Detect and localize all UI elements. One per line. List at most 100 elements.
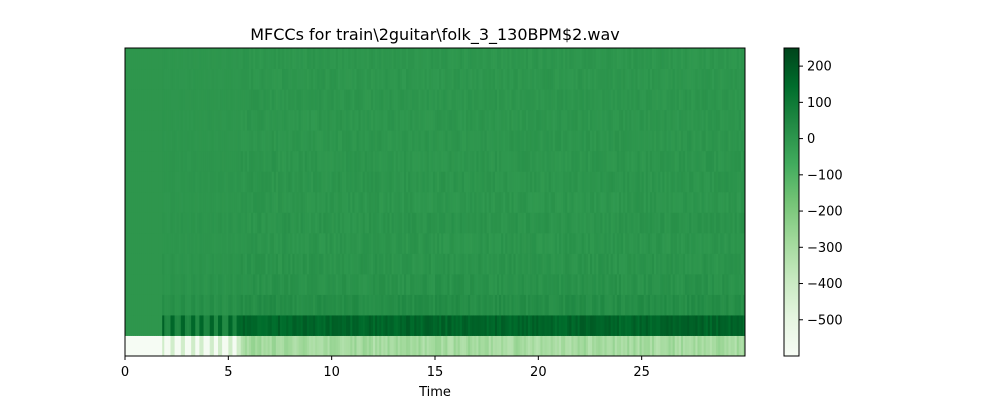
heatmap-cell [412, 314, 415, 336]
heatmap-cell [358, 130, 362, 152]
heatmap-cell [373, 130, 376, 152]
heatmap-cell [234, 130, 238, 152]
heatmap-cell [685, 68, 688, 90]
heatmap-cell [410, 232, 413, 254]
heatmap-cell [714, 191, 717, 213]
heatmap-cell [490, 130, 494, 152]
heatmap-cell [325, 48, 329, 70]
heatmap-cell [480, 171, 484, 193]
heatmap-cell [308, 191, 312, 213]
heatmap-cell [339, 335, 343, 356]
heatmap-cell [408, 150, 411, 172]
heatmap-cell [315, 335, 318, 356]
heatmap-cell [497, 212, 500, 234]
heatmap-cell [521, 232, 525, 254]
heatmap-cell [680, 273, 684, 295]
heatmap-cell [668, 130, 672, 152]
heatmap-cell [172, 335, 176, 356]
heatmap-cell [253, 48, 256, 70]
heatmap-cell [583, 314, 587, 336]
heatmap-cell [432, 130, 436, 152]
heatmap-cell [286, 335, 289, 356]
heatmap-cell [360, 150, 364, 172]
heatmap-cell [222, 212, 225, 234]
heatmap-cell [563, 314, 566, 336]
heatmap-cell [346, 48, 349, 70]
heatmap-cell [488, 253, 492, 275]
heatmap-cell [683, 232, 686, 254]
heatmap-cell [238, 212, 242, 234]
heatmap-cell [298, 48, 302, 70]
heatmap-cell [720, 314, 723, 336]
heatmap-cell [269, 335, 273, 356]
heatmap-cell [730, 212, 734, 234]
heatmap-cell [718, 335, 721, 356]
mfcc-row-6 [125, 212, 745, 234]
heatmap-cell [602, 89, 605, 111]
heatmap-cell [711, 294, 715, 316]
heatmap-cell [220, 89, 223, 111]
heatmap-cell [222, 89, 225, 111]
heatmap-cell [319, 314, 322, 336]
heatmap-cell [342, 109, 345, 131]
heatmap-cell [346, 109, 349, 131]
heatmap-cell [373, 273, 376, 295]
heatmap-cell [585, 171, 589, 193]
heatmap-cell [337, 191, 341, 213]
heatmap-cell [740, 314, 744, 336]
heatmap-cell [658, 314, 661, 336]
heatmap-cell [724, 335, 727, 356]
heatmap-cell [182, 48, 186, 70]
heatmap-cell [261, 232, 264, 254]
heatmap-cell [501, 212, 504, 234]
heatmap-cell [358, 68, 362, 90]
heatmap-cell [511, 335, 515, 356]
heatmap-cell [342, 232, 345, 254]
heatmap-cell [654, 109, 657, 131]
heatmap-cell [476, 212, 479, 234]
heatmap-cell [528, 253, 531, 275]
heatmap-cell [643, 335, 647, 356]
heatmap-cell [381, 130, 384, 152]
heatmap-cell [635, 335, 639, 356]
heatmap-cell [709, 253, 713, 275]
heatmap-cell [342, 191, 345, 213]
heatmap-cell [567, 109, 570, 131]
heatmap-cell [459, 171, 463, 193]
heatmap-cell [711, 232, 715, 254]
heatmap-cell [244, 48, 248, 70]
heatmap-cell [263, 68, 267, 90]
heatmap-cell [443, 150, 446, 172]
heatmap-cell [730, 273, 734, 295]
heatmap-cell [697, 109, 701, 131]
heatmap-cell [377, 68, 380, 90]
heatmap-cell [147, 253, 151, 275]
heatmap-cell [428, 191, 432, 213]
heatmap-cell [528, 150, 531, 172]
heatmap-cell [443, 253, 446, 275]
heatmap-cell [327, 150, 331, 172]
heatmap-cell [579, 314, 583, 336]
heatmap-cell [284, 212, 287, 234]
heatmap-cell [362, 191, 366, 213]
heatmap-cell [685, 335, 688, 356]
heatmap-cell [323, 150, 326, 172]
heatmap-cell [625, 314, 628, 336]
heatmap-cell [209, 253, 213, 275]
heatmap-cell [503, 68, 506, 90]
heatmap-cell [519, 68, 523, 90]
heatmap-cell [517, 273, 521, 295]
heatmap-cell [639, 150, 643, 172]
heatmap-cell [470, 232, 473, 254]
heatmap-cell [387, 48, 391, 70]
heatmap-cell [544, 68, 548, 90]
heatmap-cell [594, 171, 597, 193]
heatmap-cell [569, 130, 572, 152]
heatmap-cell [364, 232, 368, 254]
heatmap-cell [333, 130, 337, 152]
heatmap-cell [379, 191, 382, 213]
heatmap-cell [182, 68, 186, 90]
heatmap-cell [463, 335, 467, 356]
heatmap-cell [732, 314, 736, 336]
heatmap-cell [335, 191, 339, 213]
